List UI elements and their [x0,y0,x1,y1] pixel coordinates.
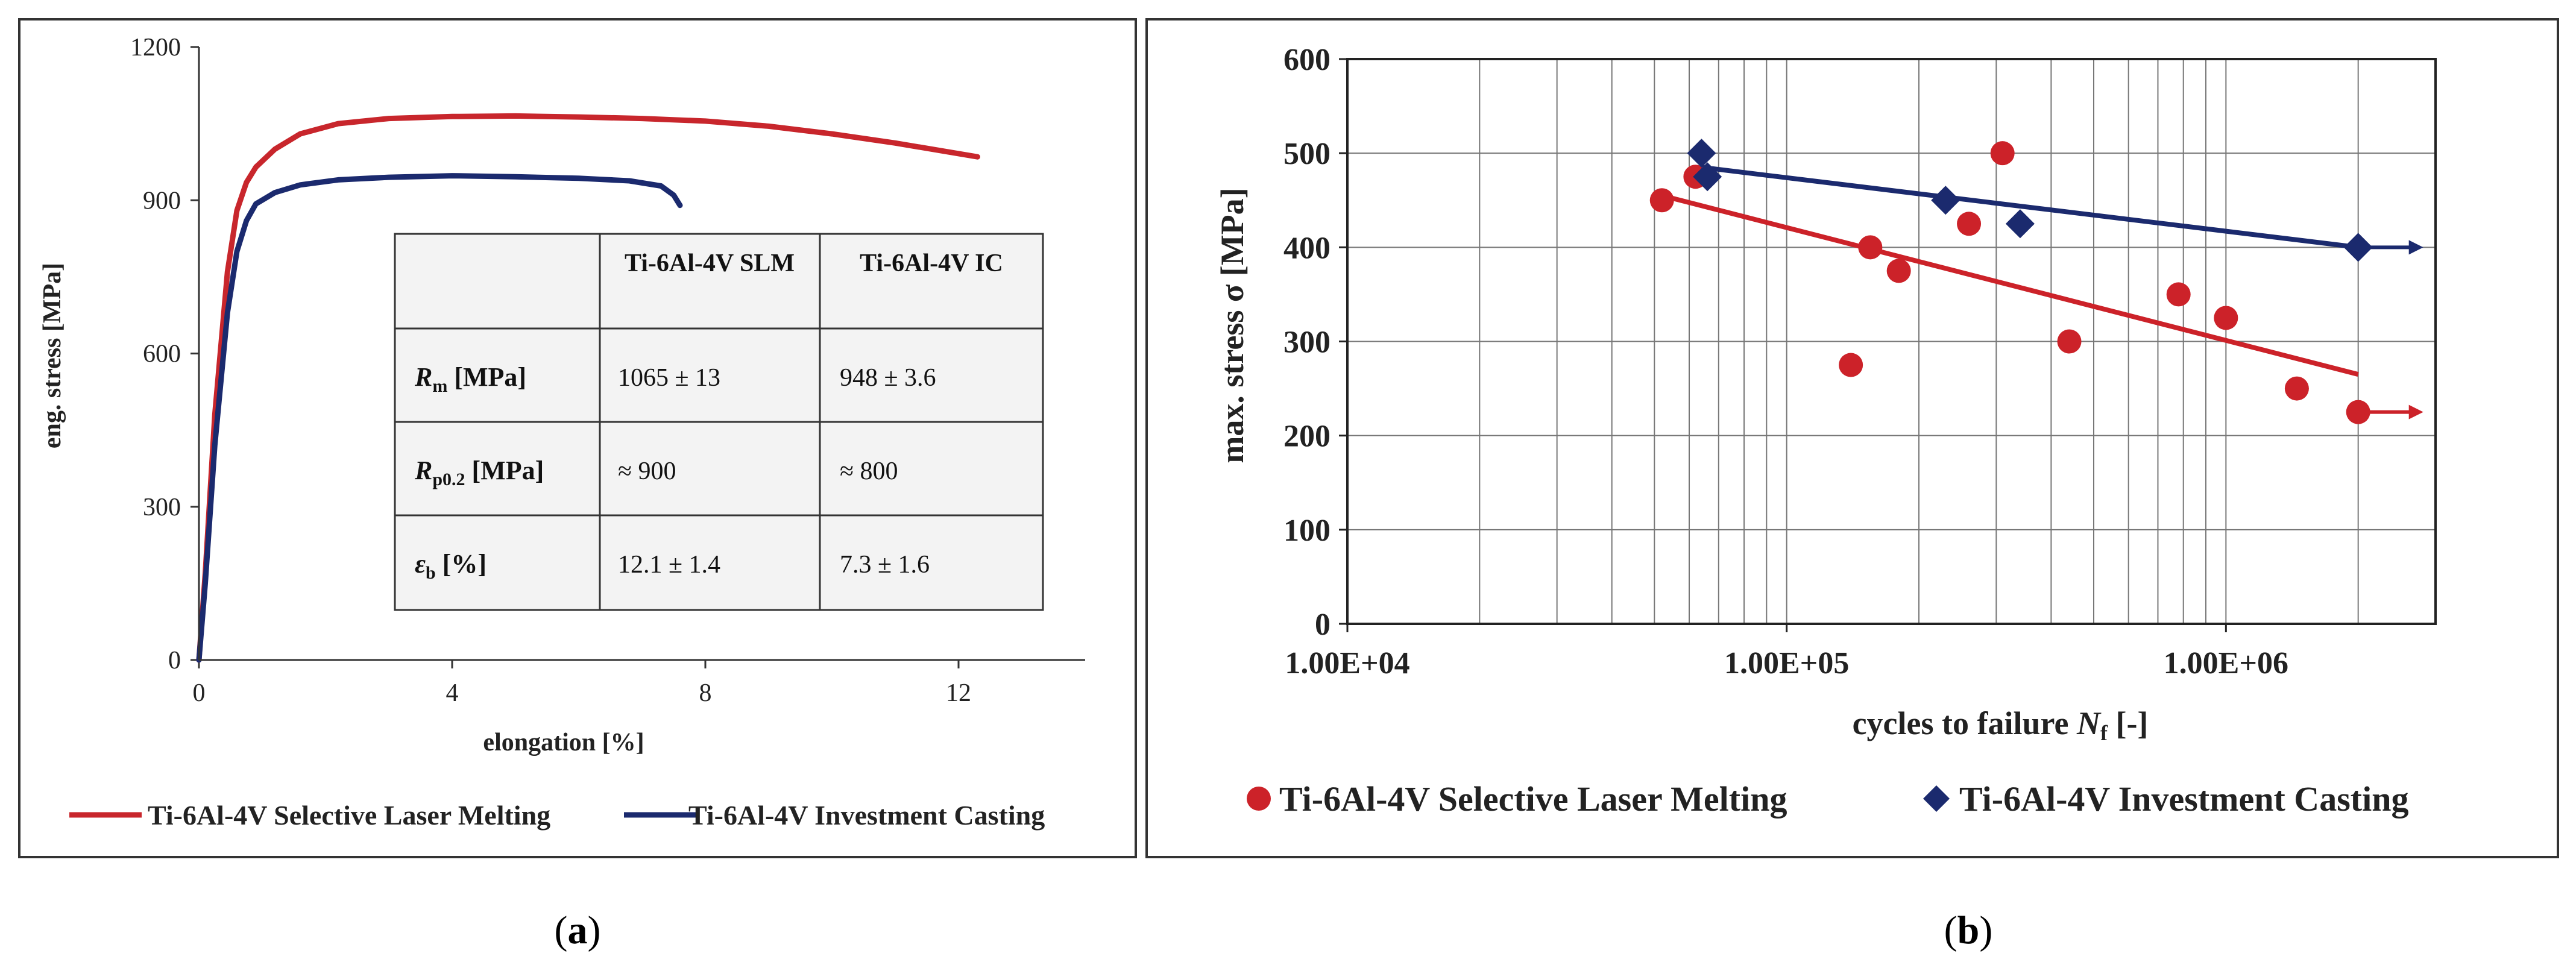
legend-label: Ti-6Al-4V Selective Laser Melting [1279,779,1787,819]
slm-data-point [2284,376,2309,401]
ic-stress-strain-curve [196,173,683,663]
slm-data-point [1886,259,1911,283]
slm-data-point [1990,141,2015,166]
y-tick-label: 600 [143,341,181,368]
slm-data-point [2166,282,2191,307]
table-cell: 7.3 ± 1.6 [840,551,930,579]
ic-data-point [2343,233,2373,262]
slm-stress-strain-curve [196,113,980,663]
ic-trendline [1701,165,2359,250]
table-cell: 12.1 ± 1.4 [618,551,720,579]
runout-arrowhead [2408,404,2423,420]
table-cell: ≈ 800 [840,457,898,485]
x-tick-label: 12 [946,679,971,707]
legend-marker-circle [1247,787,1271,811]
slm-data-point [1649,188,1674,213]
slm-data-point [1957,212,1982,236]
table-row-label: Rp0.2 [MPa] [414,456,544,489]
legend-label: Ti-6Al-4V Investment Casting [688,800,1045,831]
legend-marker-diamond [1923,785,1950,812]
table-header-ic: Ti-6Al-4V IC [860,250,1003,277]
ic-data-point [1931,186,1960,215]
panel-b: 0 100 200 300 400 500 600 1.00E+04 1.00E+05 1.00E… [1145,18,2559,858]
panel-b-frame [1145,18,2559,858]
panel-a-ticks: 0 300 600 900 1200 0 4 8 12 [130,34,971,707]
x-tick-label: 1.00E+05 [1724,646,1849,680]
panel-b-points [1649,139,2373,424]
y-tick-label: 900 [143,187,181,215]
x-tick-label: 1.00E+06 [2164,646,2288,680]
ic-data-point [2005,209,2035,239]
caption-b: (b) [1944,908,1993,952]
panel-a-series-lines [196,113,980,663]
table-cell: 1065 ± 13 [618,364,720,392]
panel-a-xlabel: elongation [%] [483,729,644,756]
y-tick-label: 500 [1283,137,1331,171]
table-cell: 948 ± 3.6 [840,364,936,392]
legend-label: Ti-6Al-4V Investment Casting [1959,779,2408,819]
legend-label: Ti-6Al-4V Selective Laser Melting [148,800,550,831]
slm-data-point [2214,306,2238,330]
properties-table: Ti-6Al-4V SLM Ti-6Al-4V IC Rm [MPa] 1065… [394,233,1044,611]
x-tick-label: 8 [699,679,712,707]
y-tick-label: 0 [168,647,181,674]
y-tick-label: 1200 [130,34,181,61]
y-tick-label: 200 [1283,420,1331,454]
x-tick-label: 1.00E+04 [1285,646,1409,680]
ic-data-point [1687,139,1716,168]
panel-a-ylabel: eng. stress [MPa] [39,263,66,448]
y-tick-label: 300 [143,494,181,521]
panel-b-grid [1347,58,2436,624]
panel-a-legend: Ti-6Al-4V Selective Laser Melting Ti-6Al… [69,800,1045,831]
y-tick-label: 400 [1283,231,1331,265]
panel-b-ylabel: max. stress σ [MPa] [1214,187,1250,463]
slm-data-point [1858,235,1883,260]
slm-trendline [1661,193,2359,377]
x-tick-label: 0 [193,679,206,707]
ic-data-point [1693,162,1722,192]
table-cell: ≈ 900 [618,457,676,485]
y-tick-label: 100 [1283,514,1331,548]
y-tick-label: 0 [1315,608,1331,642]
panel-b-ticks: 0 100 200 300 400 500 600 1.00E+04 1.00E+05 1.00E… [1283,43,2288,680]
panel-b-xlabel: cycles to failure Nf [-] [1853,705,2149,745]
panel-a: 0 300 600 900 1200 0 4 8 12 eng. stress [MPa] el… [18,18,1137,858]
caption-a: (a) [555,908,601,952]
table-header-slm: Ti-6Al-4V SLM [625,250,795,277]
y-tick-label: 300 [1283,325,1331,360]
runout-arrowhead [2408,240,2423,255]
slm-data-point [1839,353,1863,377]
slm-data-point [2057,329,2082,354]
table-row-label: εb [%] [415,549,487,583]
x-tick-label: 4 [446,679,459,707]
table-row-label: Rm [MPa] [414,362,526,396]
panel-b-legend: Ti-6Al-4V Selective Laser Melting Ti-6Al… [1247,779,2408,819]
y-tick-label: 600 [1283,43,1331,77]
slm-data-point [2346,400,2370,424]
